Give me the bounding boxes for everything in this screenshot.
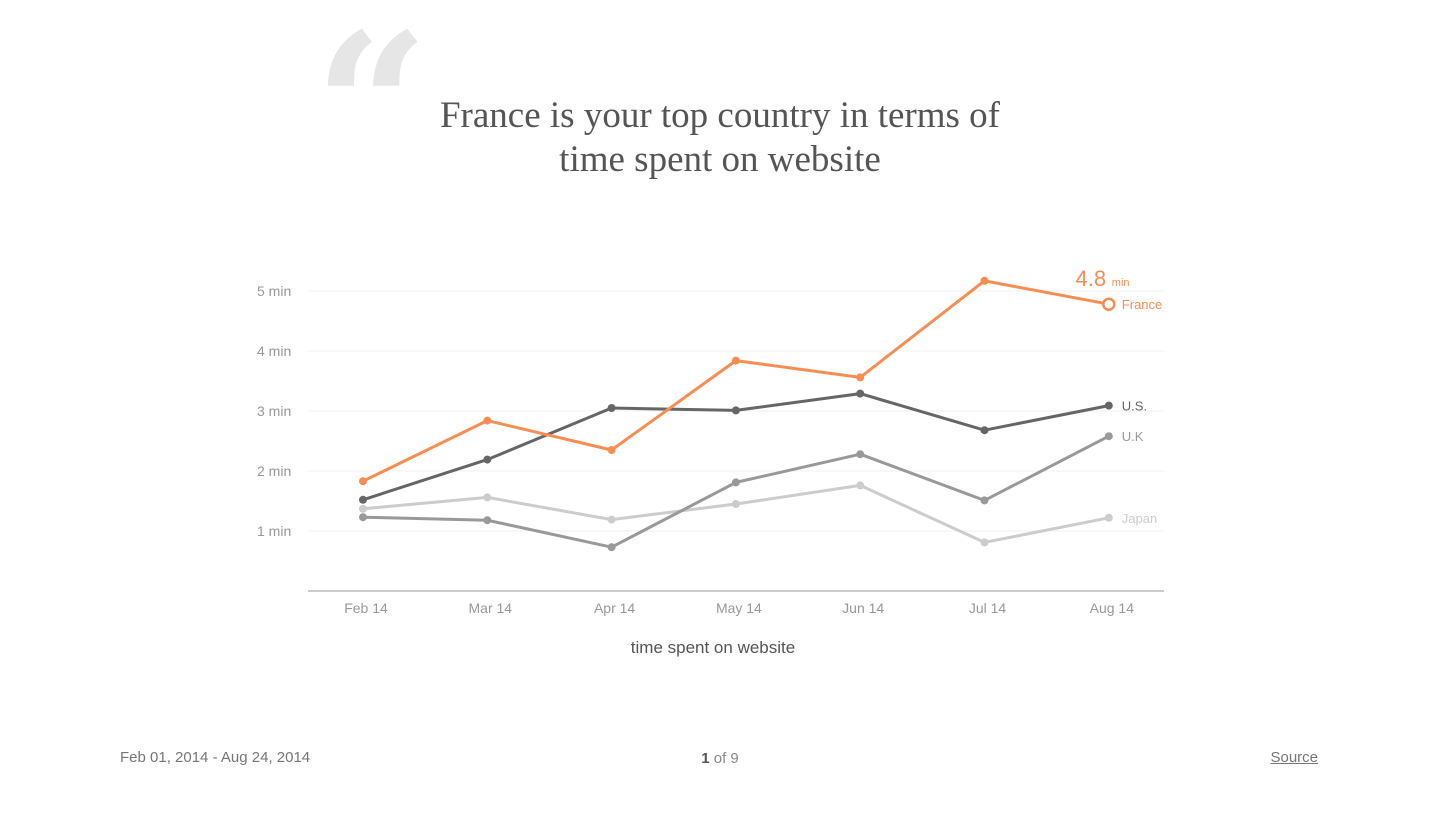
highlight-value: 4.8 [1076, 266, 1107, 291]
data-point-france [1102, 297, 1116, 311]
page-current: 1 [701, 750, 710, 767]
data-point-uk [980, 496, 989, 505]
series-label-japan: Japan [1122, 511, 1157, 526]
data-point-france [731, 356, 740, 365]
data-point-uk [483, 516, 492, 525]
pagination: 1 of 9 [620, 750, 820, 767]
y-tick-label: 1 min [257, 523, 291, 539]
data-point-france [607, 446, 616, 454]
data-point-uk [731, 478, 740, 487]
y-tick-label: 2 min [257, 463, 291, 479]
data-point-france [483, 416, 492, 425]
series-line-france [361, 279, 1111, 483]
data-point-us [731, 406, 740, 415]
data-point-japan [607, 515, 616, 524]
data-point-uk [607, 543, 616, 552]
data-point-us [359, 495, 367, 504]
data-point-us [607, 404, 616, 412]
x-tick-label: May 14 [716, 600, 762, 616]
data-point-us [856, 389, 865, 398]
quote-mark-icon: “ [314, 0, 430, 225]
x-tick-label: Mar 14 [469, 600, 513, 616]
headline-line-2: time spent on website [559, 139, 881, 180]
data-point-japan [731, 500, 740, 508]
x-tick-label: Jun 14 [842, 600, 884, 616]
x-tick-label: Feb 14 [344, 600, 388, 616]
y-tick-label: 4 min [257, 343, 291, 359]
source-link[interactable]: Source [1270, 749, 1318, 766]
data-point-japan [483, 493, 492, 502]
x-tick-label: Apr 14 [594, 600, 635, 616]
x-tick-label: Jul 14 [969, 600, 1007, 616]
data-point-us [980, 426, 989, 435]
x-axis-title: time spent on website [631, 638, 795, 657]
data-point-uk [1104, 432, 1113, 441]
x-tick-label: Aug 14 [1090, 600, 1135, 616]
highlight-unit: min [1112, 277, 1130, 289]
data-point-france [856, 373, 865, 382]
series-label-uk: U.K [1122, 429, 1144, 444]
headline: France is your top country in terms of t… [380, 94, 1060, 182]
series-label-us: U.S. [1122, 399, 1147, 414]
y-tick-label: 3 min [257, 403, 291, 419]
series-label-france: France [1122, 297, 1162, 312]
data-point-uk [856, 450, 865, 459]
headline-line-1: France is your top country in terms of [439, 95, 1001, 136]
data-point-france [359, 477, 367, 486]
data-point-france [980, 276, 989, 285]
data-point-us [483, 455, 492, 464]
data-point-japan [359, 504, 367, 513]
data-point-uk [359, 513, 367, 522]
y-tick-label: 5 min [257, 283, 291, 299]
date-range: Feb 01, 2014 - Aug 24, 2014 [120, 749, 311, 766]
data-point-us [1104, 401, 1113, 410]
data-point-japan [1104, 513, 1113, 522]
data-point-japan [856, 481, 865, 490]
data-point-japan [980, 538, 989, 547]
page-total: of 9 [713, 750, 739, 767]
